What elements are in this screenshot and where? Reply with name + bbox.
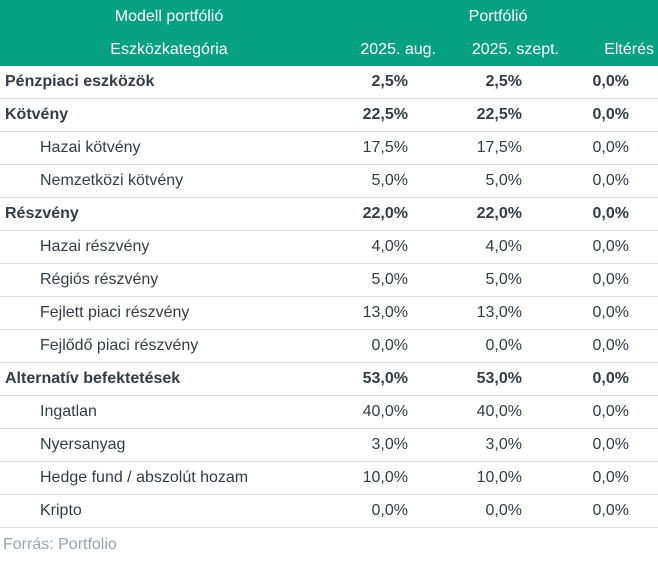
row-label: Nyersanyag xyxy=(40,436,126,453)
value-difference: 0,0% xyxy=(592,469,629,486)
value-difference: 0,0% xyxy=(592,304,629,321)
column-header-2025-aug: 2025. aug. xyxy=(360,40,436,58)
value-2025-aug: 10,0% xyxy=(362,469,408,486)
value-2025-szept: 3,0% xyxy=(485,436,522,453)
table-row: Nemzetközi kötvény 5,0% 5,0% 0,0% xyxy=(0,165,658,198)
value-2025-aug: 17,5% xyxy=(362,139,408,156)
value-difference: 0,0% xyxy=(592,370,629,387)
source-note: Forrás: Portfolio xyxy=(3,536,117,553)
table-row: Ingatlan 40,0% 40,0% 0,0% xyxy=(0,396,658,429)
value-difference: 0,0% xyxy=(592,205,629,222)
value-2025-szept: 53,0% xyxy=(476,370,522,387)
value-2025-szept: 40,0% xyxy=(476,403,522,420)
table-row: Pénzpiaci eszközök 2,5% 2,5% 0,0% xyxy=(0,66,658,99)
row-label: Hazai részvény xyxy=(40,238,150,255)
value-difference: 0,0% xyxy=(592,271,629,288)
value-difference: 0,0% xyxy=(592,172,629,189)
value-2025-aug: 53,0% xyxy=(362,370,408,387)
value-difference: 0,0% xyxy=(592,139,629,156)
row-label: Fejlett piaci részvény xyxy=(40,304,190,321)
value-2025-aug: 3,0% xyxy=(371,436,408,453)
value-difference: 0,0% xyxy=(592,403,629,420)
table-row: Alternatív befektetések 53,0% 53,0% 0,0% xyxy=(0,363,658,396)
header-group-portfolio: Portfólió xyxy=(468,7,528,25)
table-row: Részvény 22,0% 22,0% 0,0% xyxy=(0,198,658,231)
value-2025-szept: 4,0% xyxy=(485,238,522,255)
value-difference: 0,0% xyxy=(592,238,629,255)
table-row: Régiós részvény 5,0% 5,0% 0,0% xyxy=(0,264,658,297)
value-2025-aug: 40,0% xyxy=(362,403,408,420)
table-header: Modell portfólió Portfólió Eszközkategór… xyxy=(0,0,658,66)
row-label: Pénzpiaci eszközök xyxy=(5,73,155,90)
value-2025-szept: 5,0% xyxy=(485,271,522,288)
table-row: Nyersanyag 3,0% 3,0% 0,0% xyxy=(0,429,658,462)
value-2025-szept: 0,0% xyxy=(485,502,522,519)
row-label: Kripto xyxy=(40,502,82,519)
value-2025-aug: 5,0% xyxy=(371,172,408,189)
value-2025-szept: 22,5% xyxy=(476,106,522,123)
row-label: Hedge fund / abszolút hozam xyxy=(40,469,249,486)
header-group-row: Modell portfólió Portfólió xyxy=(0,0,658,33)
table-body: Pénzpiaci eszközök 2,5% 2,5% 0,0% Kötvény 22,… xyxy=(0,66,658,528)
value-2025-szept: 17,5% xyxy=(476,139,522,156)
value-2025-aug: 13,0% xyxy=(362,304,408,321)
value-2025-aug: 22,0% xyxy=(362,205,408,222)
value-2025-szept: 13,0% xyxy=(476,304,522,321)
row-label: Kötvény xyxy=(5,106,69,123)
value-2025-aug: 0,0% xyxy=(371,337,408,354)
value-2025-szept: 2,5% xyxy=(485,73,522,90)
row-label: Ingatlan xyxy=(40,403,97,420)
value-difference: 0,0% xyxy=(592,73,629,90)
table-row: Fejlődő piaci részvény 0,0% 0,0% 0,0% xyxy=(0,330,658,363)
column-header-2025-szept: 2025. szept. xyxy=(471,40,559,58)
row-label: Nemzetközi kötvény xyxy=(40,172,184,189)
table-row: Hazai kötvény 17,5% 17,5% 0,0% xyxy=(0,132,658,165)
value-2025-aug: 22,5% xyxy=(362,106,408,123)
column-header-asset-category: Eszközkategória xyxy=(110,40,228,58)
value-2025-szept: 5,0% xyxy=(485,172,522,189)
row-label: Hazai kötvény xyxy=(40,139,141,156)
value-2025-szept: 10,0% xyxy=(476,469,522,486)
table-row: Kripto 0,0% 0,0% 0,0% xyxy=(0,495,658,528)
value-2025-aug: 0,0% xyxy=(371,502,408,519)
value-2025-aug: 2,5% xyxy=(371,73,408,90)
table-row: Kötvény 22,5% 22,5% 0,0% xyxy=(0,99,658,132)
header-group-model-portfolio: Modell portfólió xyxy=(114,7,224,25)
value-2025-szept: 22,0% xyxy=(476,205,522,222)
column-header-difference: Eltérés xyxy=(604,40,654,58)
row-label: Fejlődő piaci részvény xyxy=(40,337,199,354)
table-row: Hazai részvény 4,0% 4,0% 0,0% xyxy=(0,231,658,264)
value-2025-aug: 5,0% xyxy=(371,271,408,288)
row-label: Régiós részvény xyxy=(40,271,159,288)
value-2025-aug: 4,0% xyxy=(371,238,408,255)
value-difference: 0,0% xyxy=(592,502,629,519)
value-difference: 0,0% xyxy=(592,337,629,354)
row-label: Alternatív befektetések xyxy=(5,370,181,387)
value-2025-szept: 0,0% xyxy=(485,337,522,354)
value-difference: 0,0% xyxy=(592,106,629,123)
value-difference: 0,0% xyxy=(592,436,629,453)
table-row: Hedge fund / abszolút hozam 10,0% 10,0% 0,0… xyxy=(0,462,658,495)
table-row: Fejlett piaci részvény 13,0% 13,0% 0,0% xyxy=(0,297,658,330)
column-header-row: Eszközkategória 2025. aug. 2025. szept. … xyxy=(0,33,658,66)
row-label: Részvény xyxy=(5,205,79,222)
